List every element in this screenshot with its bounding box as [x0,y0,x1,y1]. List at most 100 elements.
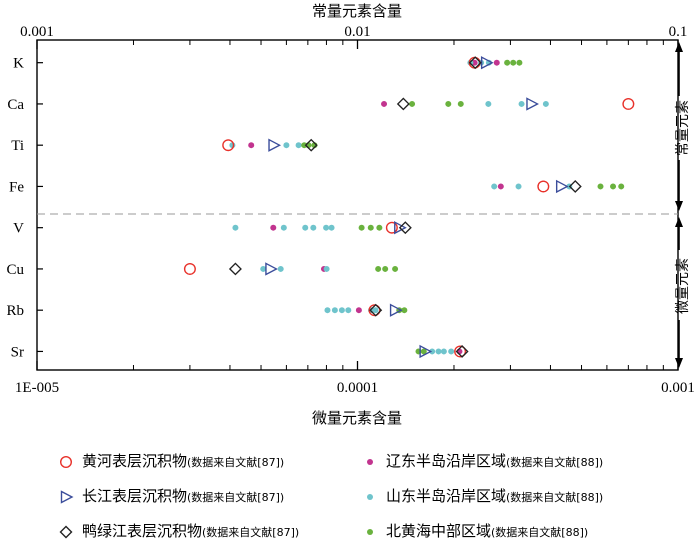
point-0-Fe [537,180,550,193]
category-axis: K Ca Ti Fe V Cu Rb Sr [6,56,43,360]
point-5-Cu [392,265,399,272]
legend-entry-2: 鸭绿江表层沉积物(数据来自文献[87]) [82,522,299,540]
side-annotation: 常量元素 微量元素 [675,42,691,368]
category-label-Sr: Sr [11,344,24,360]
side-arrowhead-down-trace [675,358,683,368]
bottom-axis: 1E-005 0.0001 0.001 [15,361,695,396]
point-3-V [270,224,277,231]
legend-source-1: (数据来自文献[87]) [187,490,284,504]
point-4-V [328,224,335,231]
point-4-Fe [515,183,522,190]
point-1-Fe [555,179,569,194]
point-0-Rb [368,304,381,317]
legend-marker-2 [59,525,73,539]
point-4-Fe [491,183,498,190]
point-2-Sr [455,344,469,358]
point-2-Ti [304,138,318,152]
category-label-Fe: Fe [9,179,24,195]
legend-source-3: (数据来自文献[88]) [506,455,603,469]
point-3-K [471,59,478,66]
point-5-Ca [409,100,416,107]
point-5-V [367,224,374,231]
point-5-V [358,224,365,231]
point-5-Fe [618,183,625,190]
bottom-axis-title: 微量元素含量 [312,409,402,427]
point-4-Sr [435,348,442,355]
point-5-K [516,59,523,66]
legend-name-0: 黄河表层沉积物 [82,452,187,470]
point-4-V [232,224,239,231]
legend-source-0: (数据来自文献[87]) [187,455,284,469]
category-label-K: K [13,56,24,72]
legend-marker-1 [60,490,74,504]
point-5-V [376,224,383,231]
legend-name-3: 辽东半岛沿岸区域 [386,452,506,470]
legend-entry-1: 长江表层沉积物(数据来自文献[87]) [82,487,284,505]
point-4-Ca [485,100,492,107]
point-5-Ti [301,142,308,149]
point-0-V [385,221,398,234]
point-5-K [504,59,511,66]
legend-source-5: (数据来自文献[88]) [491,525,588,539]
category-label-Cu: Cu [6,262,24,278]
legend-marker-5 [367,529,373,535]
legend-entry-3: 辽东半岛沿岸区域(数据来自文献[88]) [386,452,603,470]
legend-source-2: (数据来自文献[87]) [202,525,299,539]
data-points [183,56,635,359]
category-label-Ti: Ti [11,138,24,154]
top-axis-tick-label: 0.001 [20,24,54,40]
point-5-Cu [382,265,389,272]
point-5-Cu [375,265,382,272]
point-4-V [302,224,309,231]
point-2-Ca [396,97,410,111]
bottom-axis-tick-label: 1E-005 [15,380,59,396]
legend-entry-0: 黄河表层沉积物(数据来自文献[87]) [82,452,284,470]
legend-name-2: 鸭绿江表层沉积物 [82,522,202,540]
legend-name-1: 长江表层沉积物 [82,487,187,505]
legend: 黄河表层沉积物(数据来自文献[87])长江表层沉积物(数据来自文献[87])鸭绿… [59,452,603,540]
point-2-K [468,56,482,70]
point-4-Sr [429,348,436,355]
legend-entry-5: 北黄海中部区域(数据来自文献[88]) [386,522,588,540]
point-5-Fe [610,183,617,190]
top-axis-tick-label: 0.01 [344,24,370,40]
point-3-Fe [497,183,504,190]
point-2-Fe [568,179,582,193]
side-arrowhead-down-major [675,201,683,211]
side-arrowhead-up-trace [675,217,683,227]
point-5-Ca [457,100,464,107]
category-label-V: V [13,221,24,237]
point-0-Sr [454,345,467,358]
plot-frame [36,39,679,371]
point-1-Ca [526,97,539,111]
point-3-Rb [355,307,362,314]
point-4-Ca [542,100,549,107]
bottom-axis-tick-label: 0.0001 [337,380,378,396]
point-1-Sr [419,344,433,359]
point-4-V [310,224,317,231]
point-0-Cu [183,262,196,275]
point-1-V [394,221,407,235]
point-4-Sr [448,348,455,355]
trace-elements-label: 微量元素 [675,258,691,314]
point-5-K [510,59,517,66]
point-1-Ti [268,138,282,152]
category-label-Ca: Ca [7,97,24,113]
top-axis-title: 常量元素含量 [312,2,402,20]
point-3-K [493,59,500,66]
point-4-Rb [324,307,331,314]
legend-source-4: (数据来自文献[88]) [506,490,603,504]
point-4-Ca [518,100,525,107]
point-1-Cu [265,262,278,276]
point-4-Ti [295,142,302,149]
point-3-Ti [248,142,255,149]
point-2-Rb [369,303,383,317]
point-0-Ca [622,97,635,110]
point-5-Ca [445,100,452,107]
point-4-V [323,224,330,231]
legend-marker-0 [60,456,73,469]
point-3-Ca [381,100,388,107]
point-2-Cu [228,262,242,276]
point-4-Rb [331,307,338,314]
